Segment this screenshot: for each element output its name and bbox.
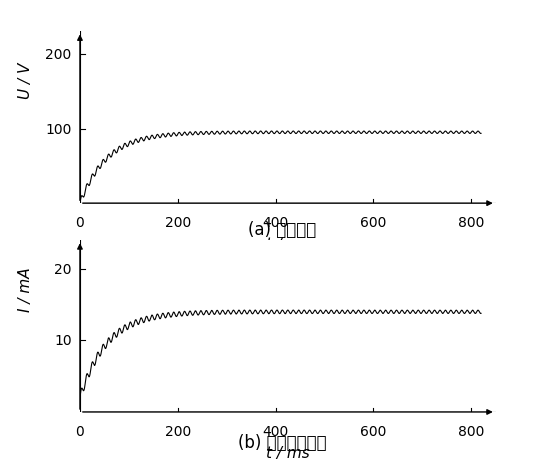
Text: 20: 20 — [54, 263, 71, 276]
Text: 800: 800 — [458, 424, 484, 438]
Text: 600: 600 — [360, 424, 386, 438]
Text: 400: 400 — [262, 424, 289, 438]
Text: 200: 200 — [165, 424, 191, 438]
Text: (b) 单路输出电流: (b) 单路输出电流 — [238, 433, 327, 451]
Text: t / ms: t / ms — [266, 236, 310, 251]
Text: 10: 10 — [54, 334, 71, 348]
Text: (a) 输出电压: (a) 输出电压 — [248, 220, 317, 238]
Text: 600: 600 — [360, 216, 386, 230]
Text: 200: 200 — [45, 48, 71, 62]
Text: 0: 0 — [76, 216, 84, 230]
Text: 0: 0 — [76, 424, 84, 438]
Text: 800: 800 — [458, 216, 484, 230]
Text: 400: 400 — [262, 216, 289, 230]
Text: 100: 100 — [45, 122, 71, 136]
Text: t / ms: t / ms — [266, 444, 310, 460]
Text: U / V: U / V — [19, 62, 34, 99]
Text: 200: 200 — [165, 216, 191, 230]
Text: I / mA: I / mA — [19, 267, 34, 311]
